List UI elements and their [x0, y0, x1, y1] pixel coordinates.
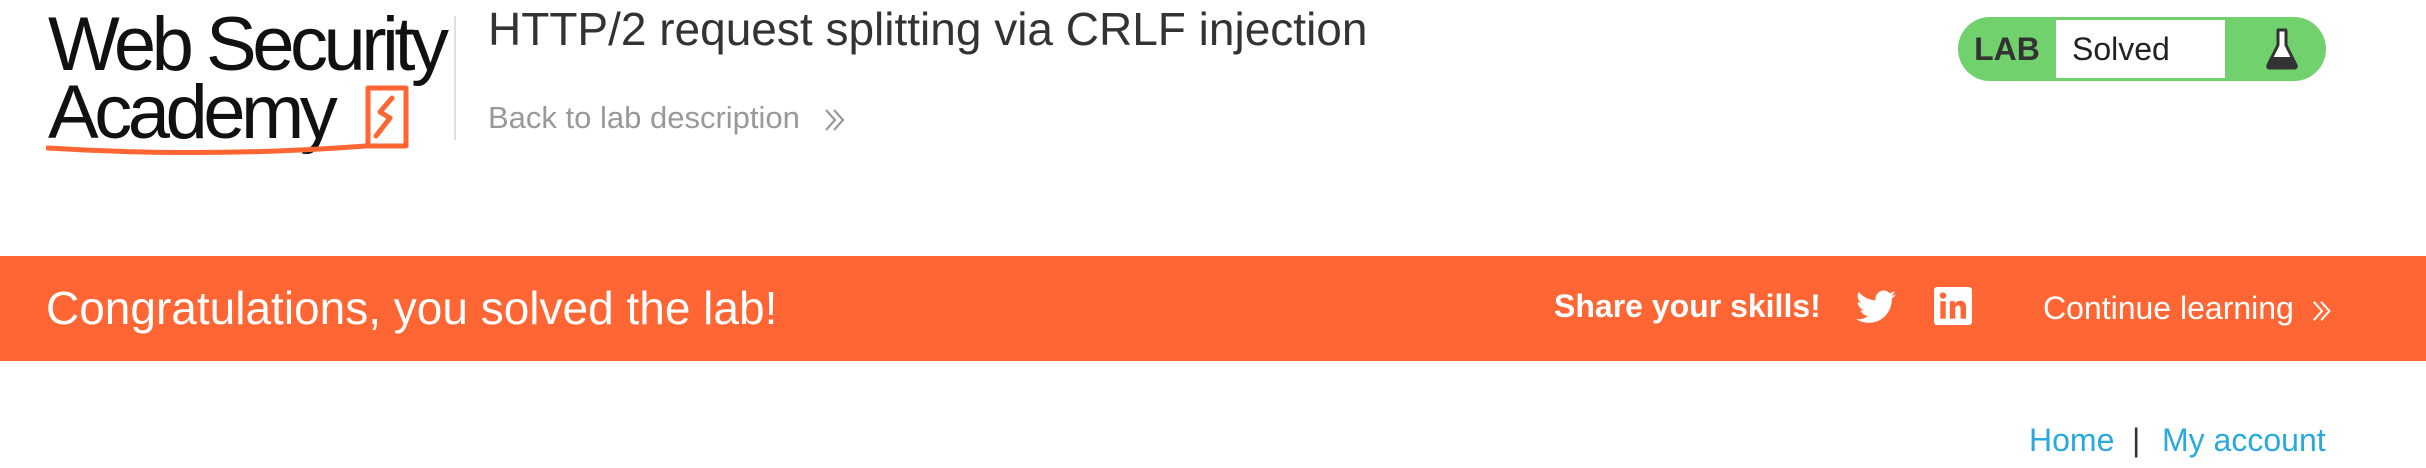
twitter-icon[interactable] [1856, 289, 1896, 325]
logo-line-2: Academy [48, 70, 338, 155]
double-chevron-right-icon [824, 109, 845, 131]
lab-status-label: LAB [1974, 31, 2040, 67]
share-skills-label: Share your skills! [1554, 288, 1821, 324]
nav-my-account: My account [2162, 418, 2326, 462]
continue-learning-label: Continue learning [2043, 290, 2294, 326]
solved-banner: Congratulations, you solved the lab! Sha… [0, 256, 2426, 361]
lab-status-value: Solved [2056, 20, 2225, 78]
back-link-label: Back to lab description [488, 100, 800, 135]
back-to-lab-description-link[interactable]: Back to lab description [488, 98, 847, 138]
flask-icon [2266, 28, 2298, 70]
continue-learning-link[interactable]: Continue learning [2043, 286, 2333, 330]
logo-mark-icon [365, 85, 409, 149]
congratulations-message: Congratulations, you solved the lab! [46, 282, 778, 334]
logo-line-1: Web Security [48, 14, 449, 87]
web-security-academy-logo[interactable]: Web Security Academy [46, 14, 458, 158]
nav-separator: | [2132, 422, 2141, 458]
my-account-link[interactable]: My account [2162, 422, 2326, 458]
double-chevron-right-icon [2312, 300, 2331, 321]
lab-status-widget: LAB Solved [1958, 17, 2326, 81]
logo-underline [46, 143, 369, 156]
lab-title: HTTP/2 request splitting via CRLF inject… [488, 3, 1368, 55]
nav-home: Home [2029, 418, 2114, 462]
linkedin-icon[interactable] [1934, 287, 1972, 325]
home-link[interactable]: Home [2029, 422, 2115, 458]
header-divider [454, 16, 456, 140]
